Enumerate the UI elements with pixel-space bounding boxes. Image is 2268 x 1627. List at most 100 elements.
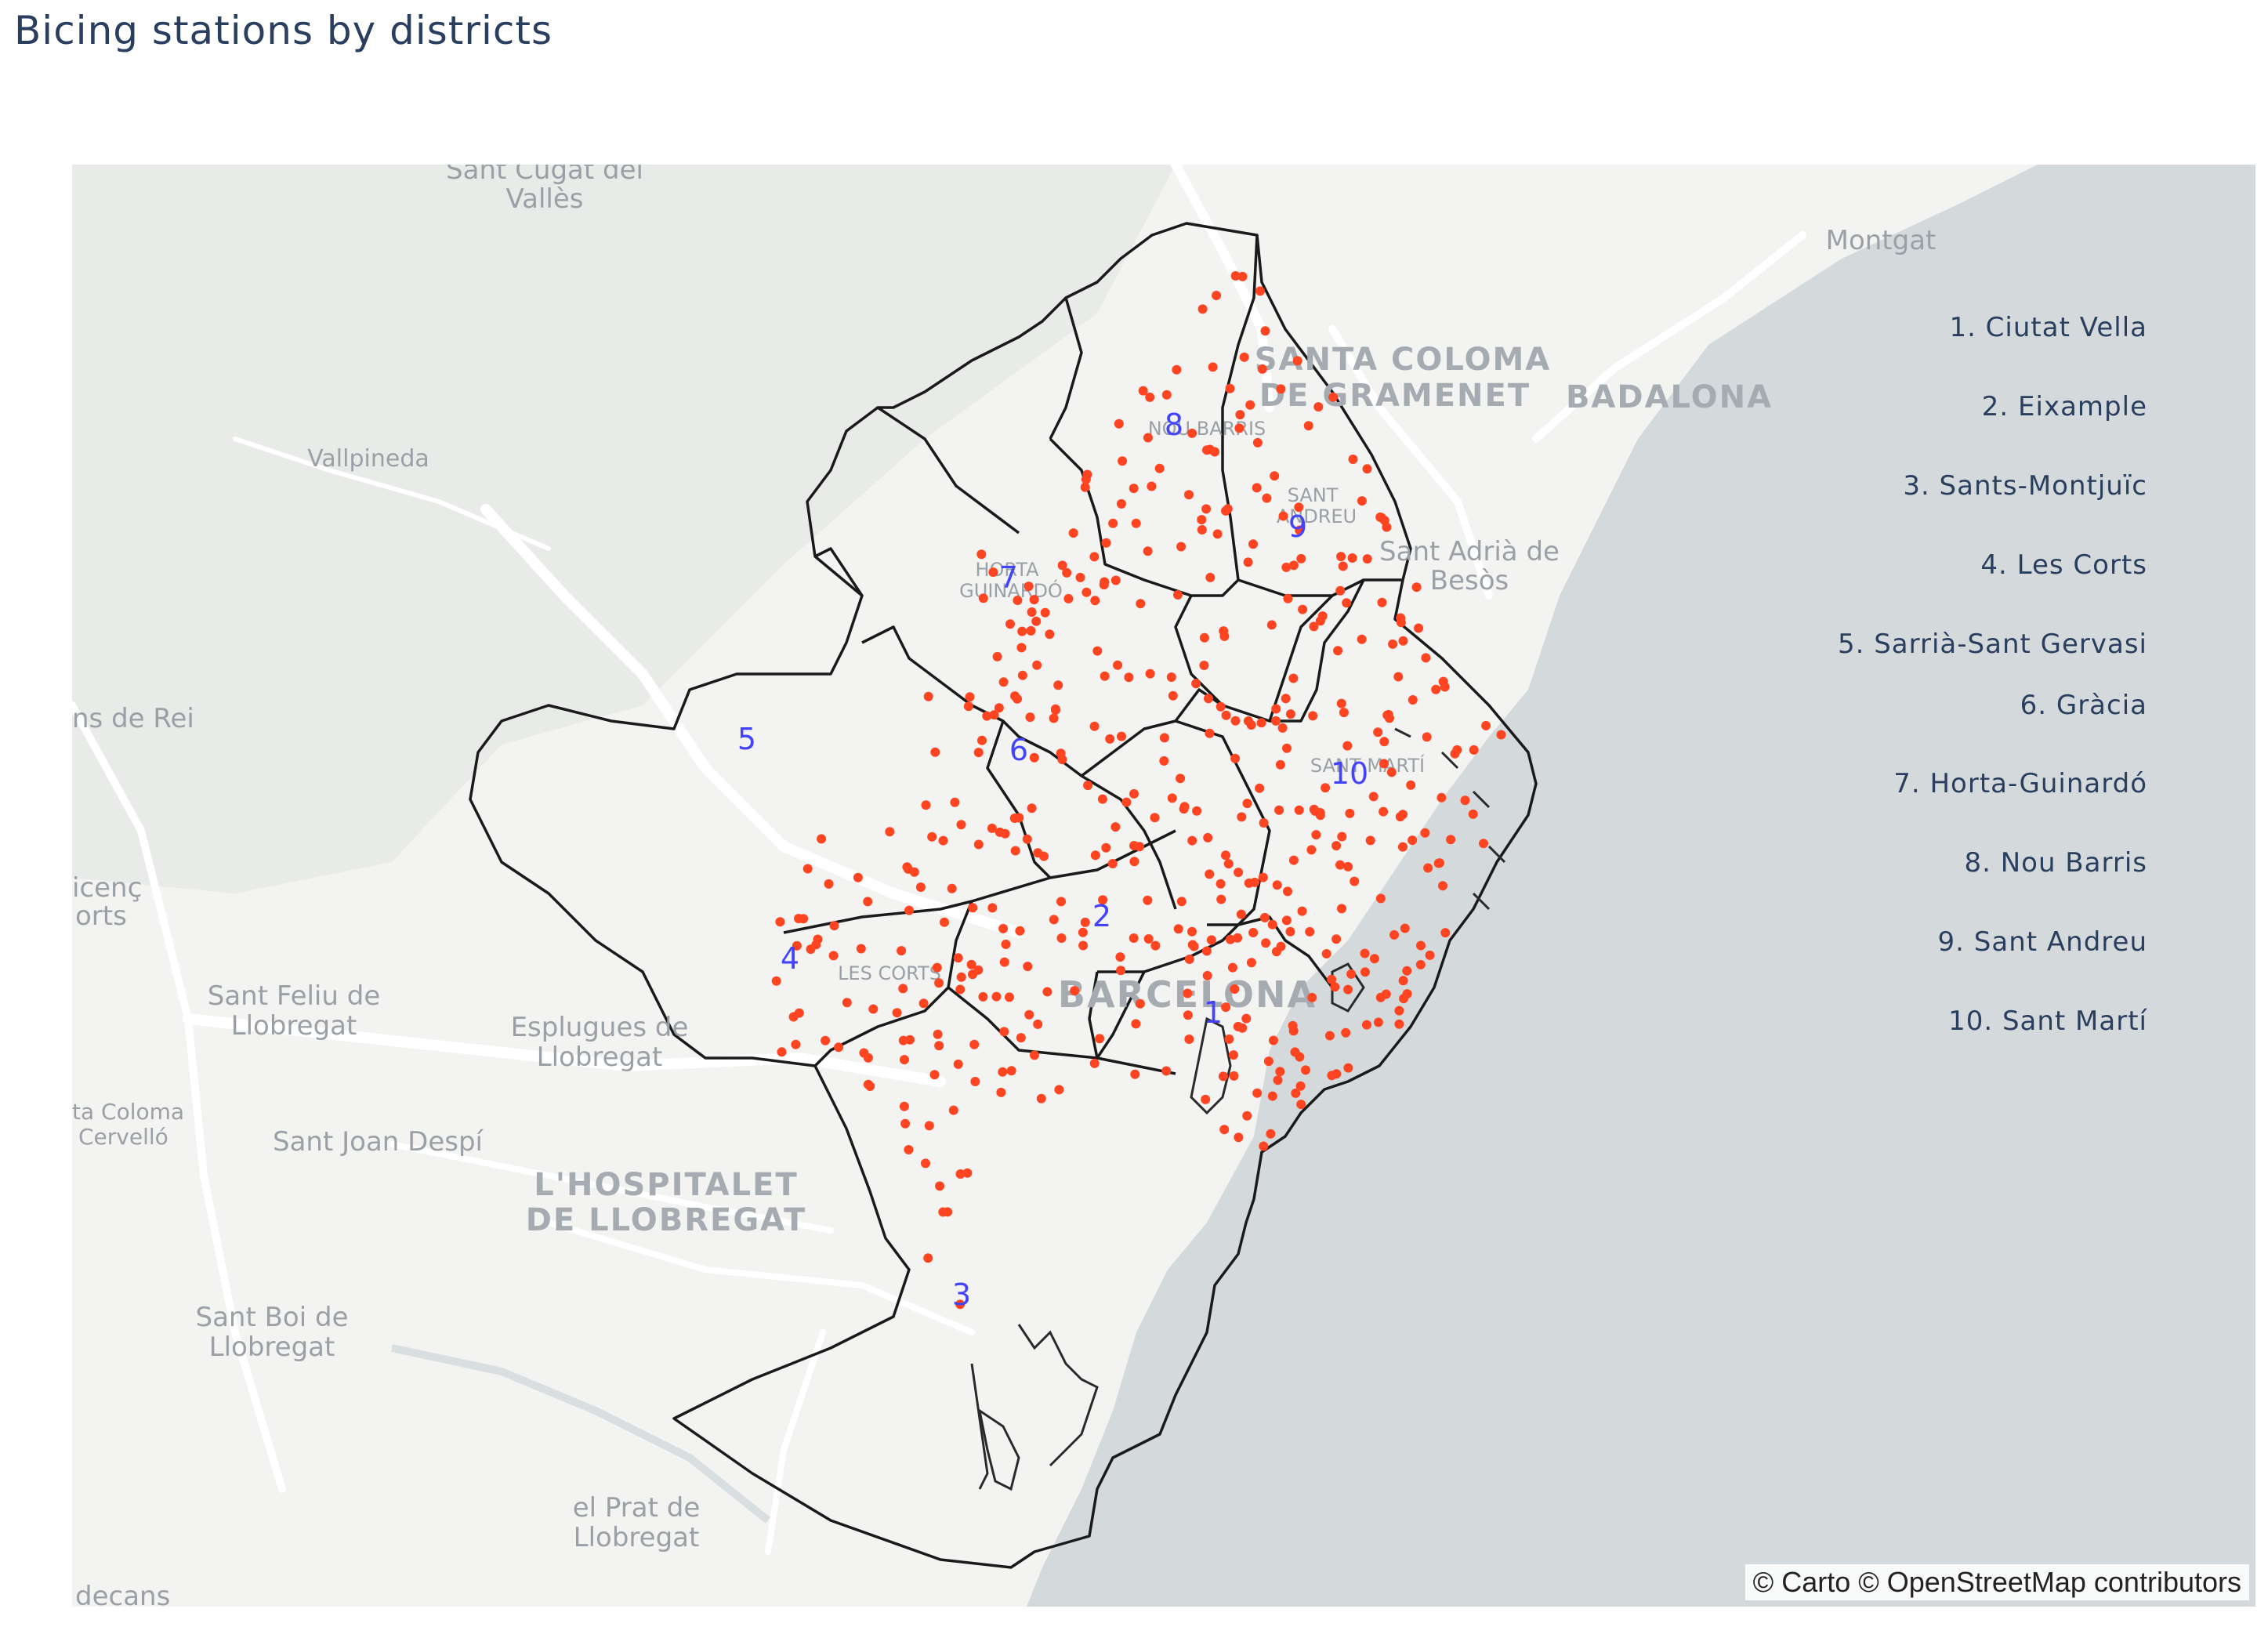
- station-marker[interactable]: [978, 593, 988, 603]
- station-marker[interactable]: [1234, 423, 1245, 433]
- station-marker[interactable]: [1298, 604, 1308, 614]
- station-marker[interactable]: [905, 1035, 915, 1045]
- station-marker[interactable]: [1243, 557, 1253, 567]
- station-marker[interactable]: [1414, 623, 1424, 633]
- station-marker[interactable]: [1224, 1034, 1234, 1044]
- station-marker[interactable]: [973, 839, 984, 850]
- legend-item-nou-barris[interactable]: 8. Nou Barris: [1964, 847, 2147, 879]
- station-marker[interactable]: [1236, 909, 1246, 919]
- station-marker[interactable]: [1288, 855, 1299, 865]
- station-marker[interactable]: [1277, 723, 1288, 733]
- station-marker[interactable]: [1184, 955, 1194, 964]
- station-marker[interactable]: [1235, 410, 1245, 420]
- station-marker[interactable]: [1095, 1034, 1105, 1044]
- station-marker[interactable]: [834, 1042, 844, 1053]
- station-marker[interactable]: [1452, 745, 1462, 755]
- station-marker[interactable]: [1347, 553, 1357, 563]
- station-marker[interactable]: [1201, 946, 1212, 956]
- station-marker[interactable]: [1009, 814, 1020, 823]
- station-marker[interactable]: [932, 962, 942, 973]
- station-marker[interactable]: [1173, 590, 1183, 600]
- station-marker[interactable]: [1274, 805, 1284, 815]
- station-marker[interactable]: [1173, 924, 1183, 934]
- station-marker[interactable]: [1129, 484, 1139, 494]
- station-marker[interactable]: [1129, 788, 1139, 799]
- station-marker[interactable]: [1108, 518, 1118, 528]
- station-marker[interactable]: [1154, 463, 1165, 473]
- station-marker[interactable]: [1030, 1050, 1039, 1060]
- station-marker[interactable]: [999, 957, 1009, 967]
- station-marker[interactable]: [930, 747, 940, 757]
- station-marker[interactable]: [1337, 904, 1346, 914]
- station-marker[interactable]: [1258, 872, 1268, 882]
- station-marker[interactable]: [1029, 595, 1039, 605]
- station-marker[interactable]: [1216, 879, 1226, 889]
- station-marker[interactable]: [1271, 716, 1281, 726]
- station-marker[interactable]: [1098, 895, 1108, 905]
- station-marker[interactable]: [955, 984, 966, 995]
- station-marker[interactable]: [1230, 716, 1241, 726]
- station-marker[interactable]: [1113, 660, 1123, 670]
- station-marker[interactable]: [1295, 525, 1305, 535]
- station-marker[interactable]: [904, 1145, 914, 1154]
- station-marker[interactable]: [1159, 733, 1169, 743]
- station-marker[interactable]: [885, 827, 895, 837]
- station-marker[interactable]: [1394, 1006, 1404, 1016]
- station-marker[interactable]: [1330, 982, 1340, 992]
- station-marker[interactable]: [1129, 841, 1139, 850]
- station-marker[interactable]: [1259, 1141, 1269, 1151]
- station-marker[interactable]: [968, 903, 978, 913]
- station-marker[interactable]: [1283, 886, 1292, 897]
- station-marker[interactable]: [1496, 730, 1506, 740]
- station-marker[interactable]: [1212, 529, 1223, 539]
- station-marker[interactable]: [969, 1039, 980, 1049]
- station-marker[interactable]: [1267, 919, 1277, 929]
- station-marker[interactable]: [1135, 998, 1145, 1009]
- station-marker[interactable]: [1116, 966, 1126, 976]
- station-marker[interactable]: [1045, 629, 1055, 640]
- station-marker[interactable]: [1089, 1058, 1100, 1068]
- station-marker[interactable]: [1336, 698, 1346, 708]
- station-marker[interactable]: [950, 797, 960, 807]
- station-marker[interactable]: [1336, 552, 1346, 562]
- station-marker[interactable]: [1381, 989, 1391, 999]
- map-canvas[interactable]: Sant Cugat del Vallès Montgat SANTA COLO…: [72, 165, 2255, 1607]
- station-marker[interactable]: [1117, 731, 1126, 741]
- station-marker[interactable]: [1053, 680, 1063, 690]
- station-marker[interactable]: [1027, 803, 1037, 814]
- station-marker[interactable]: [829, 921, 839, 931]
- station-marker[interactable]: [1446, 835, 1456, 845]
- station-marker[interactable]: [1479, 839, 1488, 849]
- station-marker[interactable]: [1191, 679, 1201, 689]
- station-marker[interactable]: [802, 864, 813, 874]
- station-marker[interactable]: [1143, 934, 1154, 944]
- station-marker[interactable]: [1118, 456, 1128, 466]
- station-marker[interactable]: [1308, 711, 1318, 721]
- station-marker[interactable]: [1242, 1111, 1252, 1121]
- station-marker[interactable]: [978, 991, 988, 1002]
- station-marker[interactable]: [1306, 845, 1317, 855]
- station-marker[interactable]: [909, 867, 919, 877]
- station-marker[interactable]: [900, 1055, 909, 1065]
- station-marker[interactable]: [1187, 940, 1197, 950]
- station-marker[interactable]: [1234, 868, 1244, 878]
- station-marker[interactable]: [1229, 1071, 1239, 1081]
- station-marker[interactable]: [1090, 850, 1100, 861]
- station-marker[interactable]: [1078, 940, 1089, 951]
- station-marker[interactable]: [842, 998, 852, 1008]
- station-marker[interactable]: [775, 917, 785, 927]
- station-marker[interactable]: [1025, 712, 1035, 723]
- station-marker[interactable]: [1341, 1027, 1351, 1038]
- station-marker[interactable]: [1307, 992, 1317, 1002]
- station-marker[interactable]: [1121, 797, 1132, 807]
- station-marker[interactable]: [1440, 928, 1451, 938]
- station-marker[interactable]: [1114, 419, 1124, 429]
- station-marker[interactable]: [1259, 818, 1269, 828]
- station-marker[interactable]: [1468, 809, 1478, 819]
- station-marker[interactable]: [1338, 561, 1348, 571]
- station-marker[interactable]: [1234, 1132, 1244, 1143]
- station-marker[interactable]: [1184, 490, 1194, 500]
- station-marker[interactable]: [1335, 585, 1346, 596]
- station-marker[interactable]: [953, 1059, 963, 1069]
- station-marker[interactable]: [1054, 1085, 1064, 1095]
